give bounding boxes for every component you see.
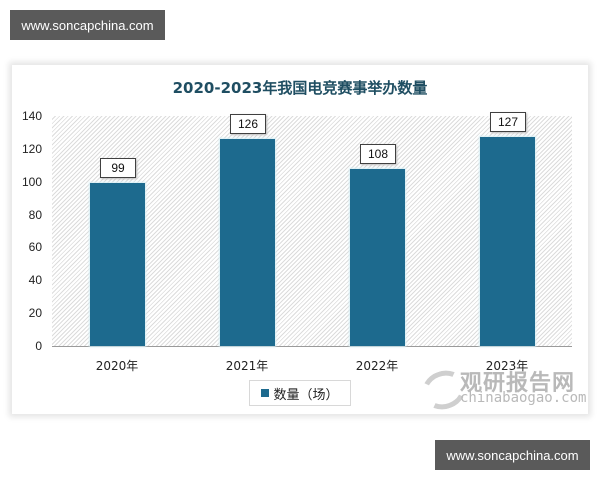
x-tick-label: 2020年 [95, 359, 139, 373]
logo-name: 观研报告网 [460, 371, 576, 396]
watermark-bottom: www.soncapchina.com [435, 440, 590, 470]
bar-3 [479, 137, 535, 346]
x-tick-label: 2021年 [225, 359, 269, 373]
legend: 数量（场） [249, 380, 351, 406]
data-label: 126 [230, 114, 266, 134]
x-tick-label: 2023年 [485, 359, 529, 373]
logo-url: chinabaogao.com [460, 390, 587, 406]
data-label: 99 [100, 158, 136, 179]
y-tick-label: 100 [21, 175, 42, 189]
bar-1 [219, 139, 275, 346]
y-tick-label: 120 [21, 142, 42, 156]
y-tick-label: 0 [35, 339, 42, 353]
legend-label: 数量（场） [273, 387, 339, 403]
data-label: 108 [360, 143, 396, 164]
y-tick-label: 80 [28, 208, 42, 222]
watermark-top: www.soncapchina.com [10, 10, 165, 40]
y-tick-label: 20 [28, 306, 42, 320]
y-tick-label: 140 [21, 109, 42, 123]
data-label: 127 [490, 112, 526, 133]
chinabaogao-logo: 观研报告网 chinabaogao.com [412, 364, 586, 416]
y-tick-label: 60 [28, 240, 42, 254]
x-axis-line [52, 346, 572, 347]
bar-0 [89, 183, 145, 346]
chart-card: 2020-2023年我国电竞赛事举办数量 140 120 100 80 60 4… [12, 65, 588, 416]
chart-title: 2020-2023年我国电竞赛事举办数量 [172, 79, 428, 97]
legend-swatch [261, 389, 270, 397]
y-tick-label: 40 [28, 273, 42, 287]
x-tick-label: 2022年 [355, 359, 399, 373]
bar-2 [349, 168, 405, 346]
